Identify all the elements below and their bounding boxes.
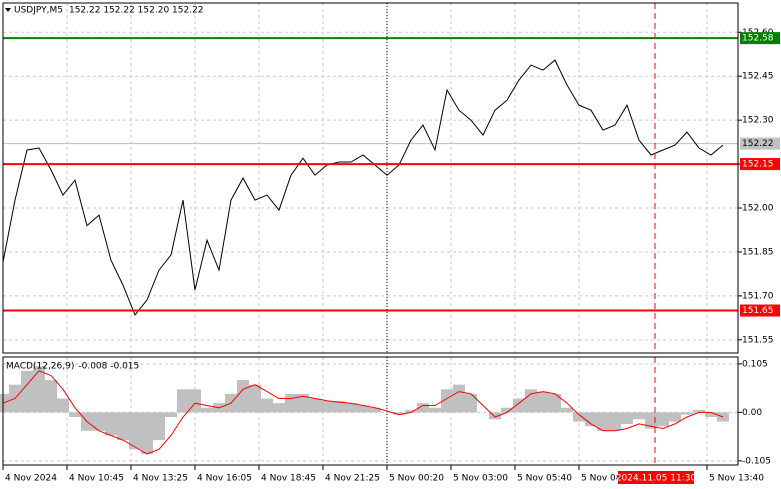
histogram-bar bbox=[549, 393, 561, 413]
y-tick-label: 152.30 bbox=[742, 116, 774, 126]
histogram-bar bbox=[69, 412, 81, 417]
histogram-bar bbox=[33, 366, 45, 413]
panel-frame bbox=[2, 2, 739, 354]
histogram-bar bbox=[117, 412, 129, 441]
histogram-bar bbox=[345, 403, 357, 413]
histogram-bar bbox=[681, 412, 693, 415]
histogram-bar bbox=[177, 389, 189, 413]
y-tick-label: 151.85 bbox=[742, 247, 774, 257]
price-line bbox=[2, 59, 724, 316]
x-tick-label: 4 Nov 16:05 bbox=[197, 474, 252, 484]
level-label: 152.15 bbox=[742, 160, 774, 170]
y-tick-label: 151.55 bbox=[742, 335, 774, 345]
histogram-bar bbox=[105, 412, 117, 436]
histogram-bar bbox=[705, 412, 717, 417]
histogram-bar bbox=[561, 407, 573, 413]
histogram-bar bbox=[57, 398, 69, 413]
x-tick-label: 4 Nov 18:45 bbox=[261, 474, 316, 484]
histogram-bar bbox=[141, 412, 153, 454]
histogram-bar bbox=[429, 407, 441, 413]
y-tick-label: -0.105 bbox=[742, 456, 771, 466]
current-price-label: 152.22 bbox=[742, 139, 774, 149]
x-tick-label: 4 Nov 10:45 bbox=[69, 474, 124, 484]
histogram-bar bbox=[321, 400, 333, 413]
histogram-bar bbox=[261, 398, 273, 413]
histogram-bar bbox=[357, 405, 369, 413]
histogram-bar bbox=[633, 412, 645, 420]
histogram-bar bbox=[129, 412, 141, 450]
x-tick-label: 4 Nov 2024 bbox=[5, 474, 57, 484]
histogram-bar bbox=[153, 412, 165, 441]
y-tick-label: 152.45 bbox=[742, 72, 774, 82]
histogram-bar bbox=[273, 403, 285, 413]
histogram-bar bbox=[573, 412, 585, 422]
histogram-bar bbox=[465, 393, 477, 413]
histogram-bar bbox=[249, 384, 261, 413]
panel-frame bbox=[2, 356, 739, 466]
level-label: 152.58 bbox=[742, 34, 774, 44]
crosshair-box bbox=[618, 471, 694, 484]
histogram-bar bbox=[537, 391, 549, 413]
histogram-bar bbox=[369, 407, 381, 413]
histogram-bar bbox=[513, 398, 525, 413]
histogram-bar bbox=[489, 412, 501, 420]
histogram-bar bbox=[237, 380, 249, 413]
current-price-box bbox=[740, 137, 780, 150]
histogram-bar bbox=[285, 393, 297, 413]
histogram-bar bbox=[201, 407, 213, 413]
histogram-bar bbox=[441, 389, 453, 413]
histogram-bar bbox=[453, 384, 465, 413]
histogram-bar bbox=[669, 412, 681, 422]
level-box bbox=[740, 32, 780, 45]
histogram-bar bbox=[693, 410, 705, 413]
histogram-bar bbox=[165, 412, 177, 417]
histogram-bar bbox=[657, 412, 669, 427]
histogram-bar bbox=[393, 412, 405, 415]
macd-title: MACD(12,26,9) bbox=[6, 362, 74, 372]
histogram-bar bbox=[45, 380, 57, 413]
histogram-bar bbox=[0, 393, 9, 413]
histogram-bar bbox=[405, 410, 417, 413]
symbol-marker bbox=[5, 8, 11, 12]
histogram-bar bbox=[333, 400, 345, 413]
x-tick-label: 4 Nov 13:25 bbox=[133, 474, 188, 484]
histogram-bar bbox=[21, 370, 33, 413]
histogram-bar bbox=[189, 389, 201, 413]
chart-title: USDJPY,M5 bbox=[14, 6, 63, 16]
crosshair-label: 2024.11.05 11:30 bbox=[616, 474, 697, 484]
histogram-bar bbox=[501, 407, 513, 413]
y-tick-label: 0.00 bbox=[742, 408, 762, 418]
x-tick-label: 5 Nov 05:40 bbox=[517, 474, 572, 484]
x-tick-label: 5 Nov 03:00 bbox=[453, 474, 508, 484]
x-tick-label: 5 Nov 00:20 bbox=[389, 474, 444, 484]
histogram-bar bbox=[309, 398, 321, 413]
histogram-bar bbox=[93, 412, 105, 431]
signal-line bbox=[2, 370, 724, 455]
y-tick-label: 151.70 bbox=[742, 291, 774, 301]
histogram-bar bbox=[297, 393, 309, 413]
histogram-bar bbox=[585, 412, 597, 427]
x-tick-label: 4 Nov 21:25 bbox=[325, 474, 380, 484]
x-tick-label: 5 Nov 08:20 bbox=[581, 474, 636, 484]
histogram-bar bbox=[417, 403, 429, 413]
histogram-bar bbox=[621, 412, 633, 424]
macd-subtitle: -0.008 -0.015 bbox=[78, 362, 139, 372]
histogram-bar bbox=[645, 412, 657, 429]
level-box bbox=[740, 304, 780, 317]
level-box bbox=[740, 158, 780, 171]
y-tick-label: 152.00 bbox=[742, 204, 774, 214]
histogram-bar bbox=[597, 412, 609, 431]
level-label: 151.65 bbox=[742, 306, 774, 316]
x-tick-label: 5 Nov 13:40 bbox=[709, 474, 764, 484]
chart-subtitle: 152.22 152.22 152.20 152.22 bbox=[69, 6, 204, 16]
histogram-bar bbox=[609, 412, 621, 431]
y-tick-label: 0.105 bbox=[742, 359, 768, 369]
histogram-bar bbox=[525, 389, 537, 413]
